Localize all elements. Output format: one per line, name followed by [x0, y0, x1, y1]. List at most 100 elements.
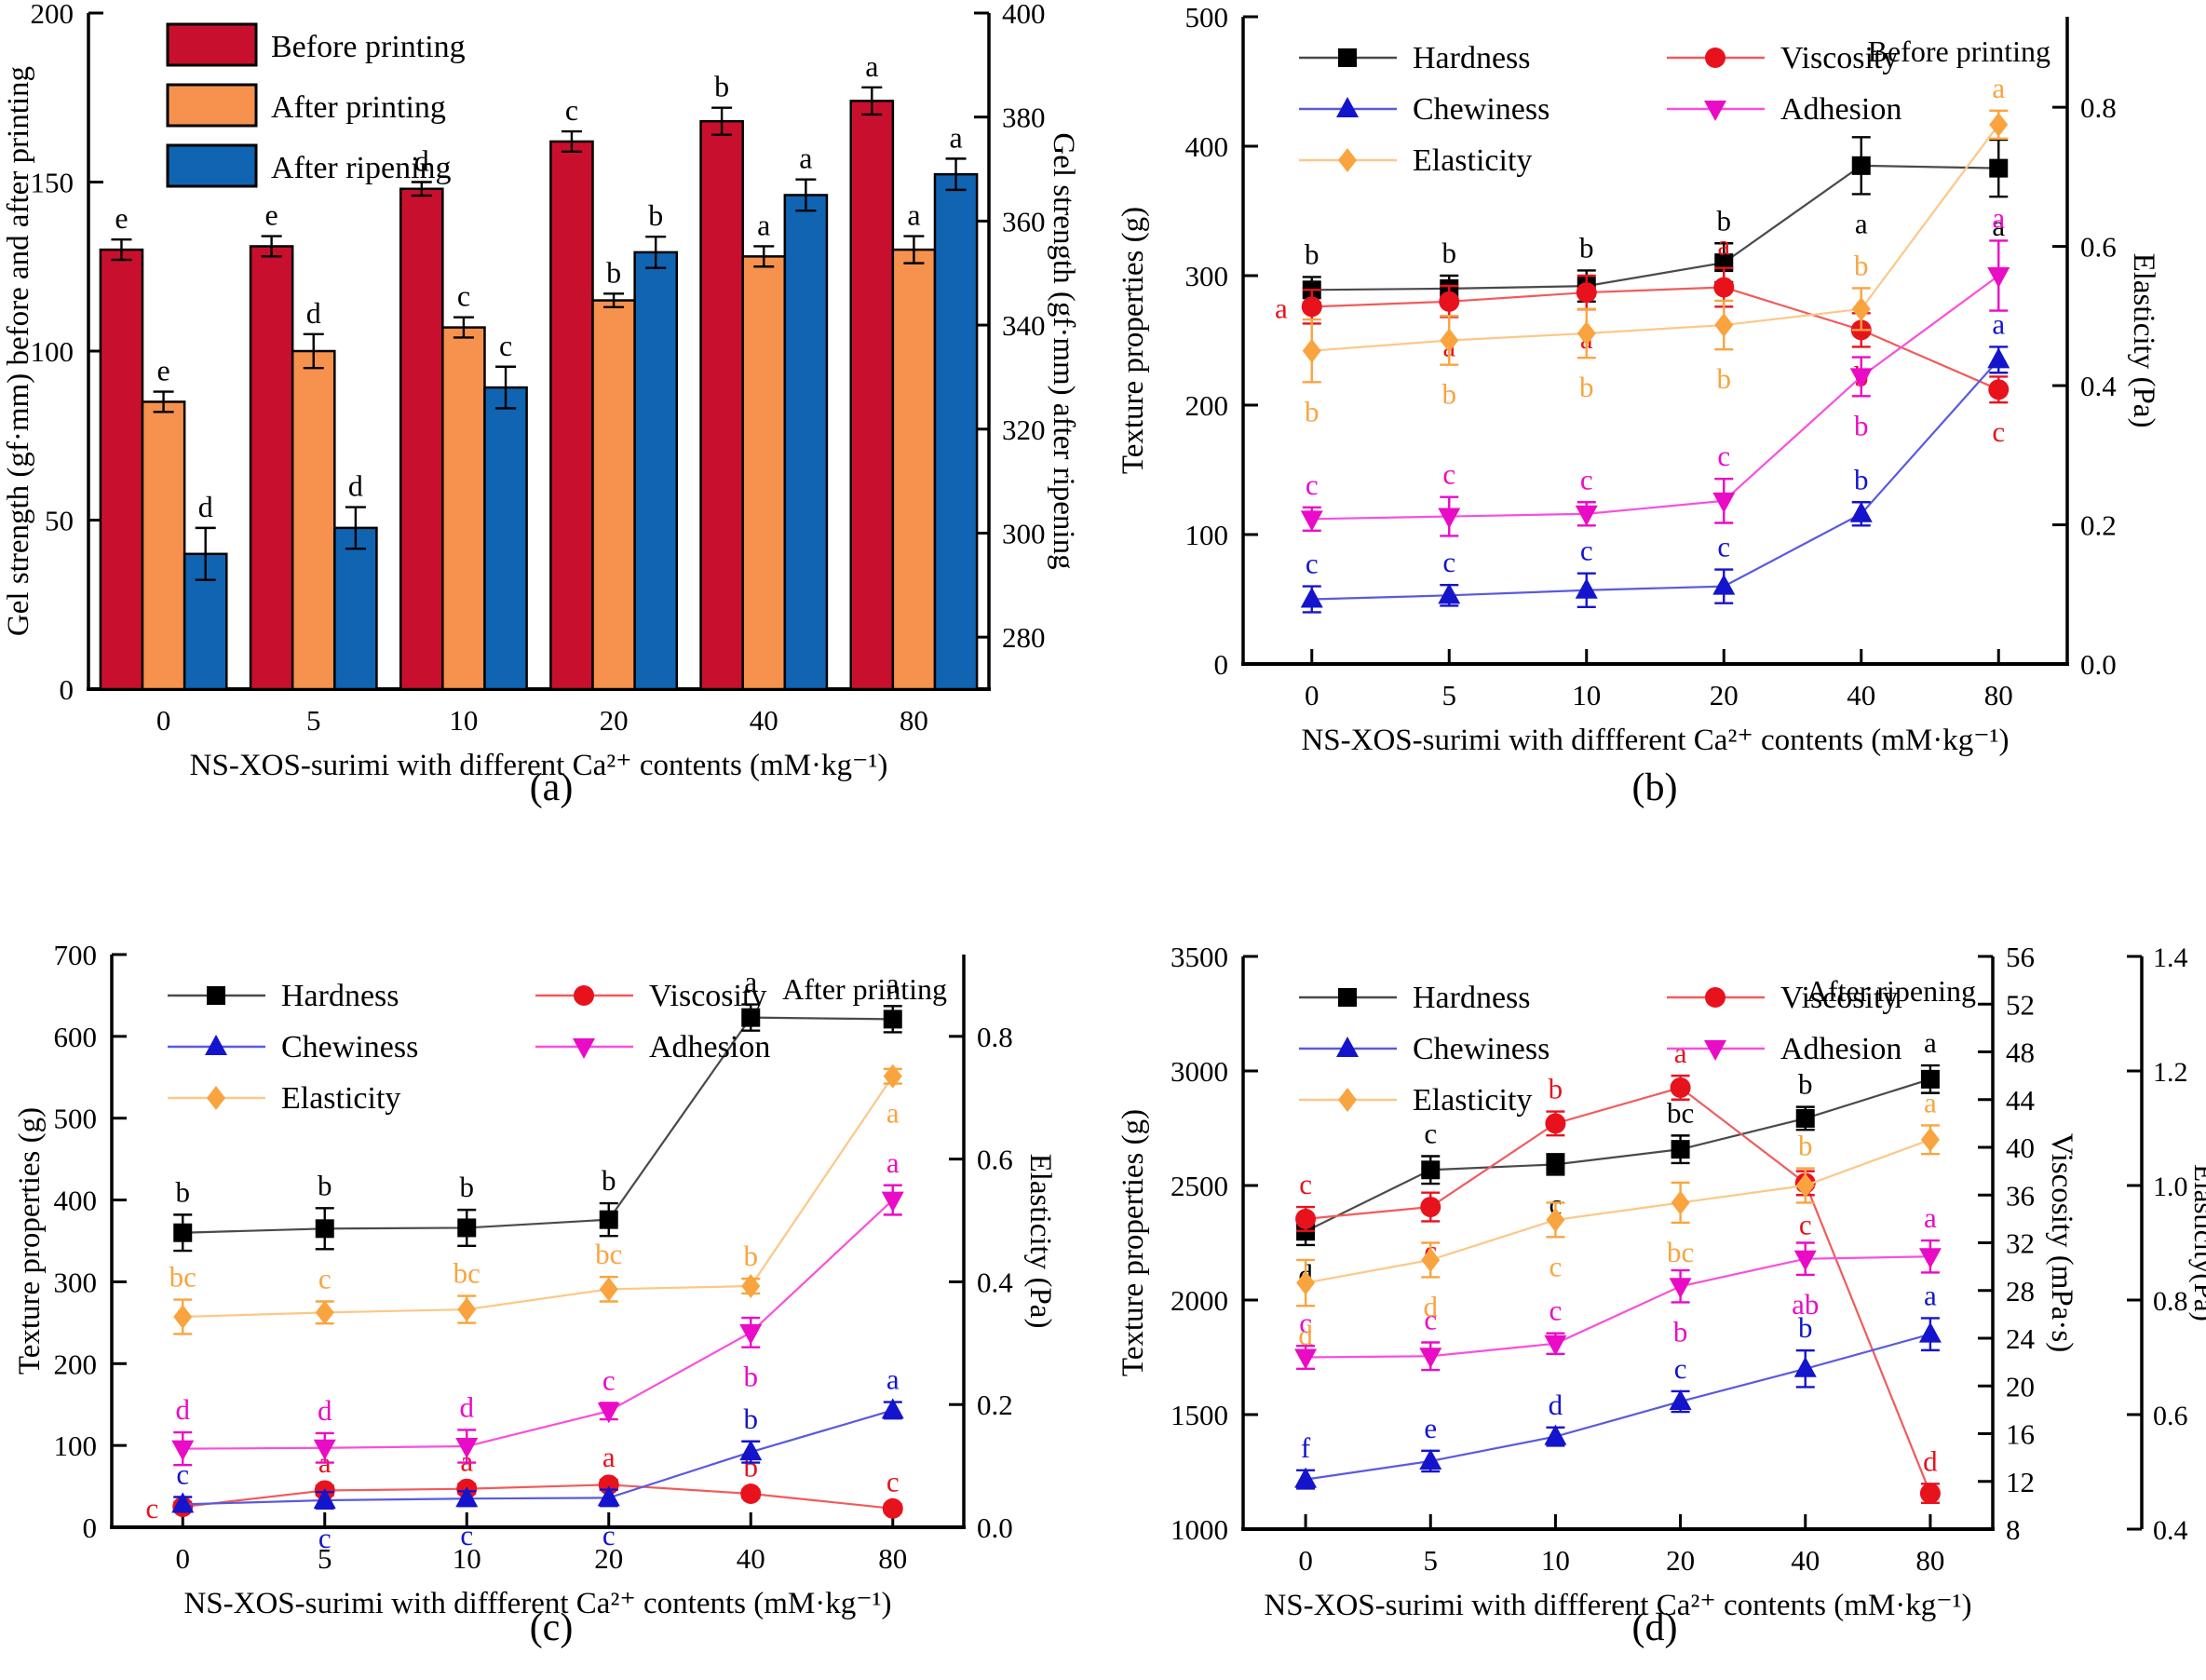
svg-text:40: 40: [1847, 679, 1875, 711]
sig-letter: a: [1275, 291, 1288, 324]
x-axis-title: NS-XOS-surimi with diffferent Ca²⁺ conte…: [183, 1587, 891, 1620]
svg-text:Hardness: Hardness: [281, 979, 399, 1013]
axes: 0 50 100 150 200 0 5 10 20 40 80 280 300 320 340 360 380…: [2, 0, 1080, 782]
svg-text:400: 400: [1002, 0, 1046, 30]
sig-letter: c: [1442, 458, 1455, 491]
sig-letter: c: [602, 1519, 616, 1551]
svg-text:40: 40: [2006, 1131, 2035, 1164]
panel-b-caption: (b): [1631, 766, 1678, 809]
svg-text:360: 360: [1002, 205, 1046, 237]
sig-letter: b: [606, 255, 621, 289]
bar: [291, 349, 336, 691]
y-axis-left-title: Texture properties (g): [1117, 1109, 1150, 1376]
series-chewiness: c c c c b a: [1300, 307, 2010, 614]
svg-text:1000: 1000: [1171, 1513, 1228, 1546]
bar: [141, 400, 186, 691]
sig-letter: a: [1992, 201, 2005, 234]
axes: 1000 1500 2000 2500 3000 3500 0 5 10 20 40 80 8 12 16 2…: [1117, 941, 2206, 1622]
sig-letter: d: [318, 1394, 332, 1427]
svg-text:0.2: 0.2: [977, 1389, 1013, 1421]
bar: [591, 299, 636, 691]
sig-letter: c: [1717, 440, 1730, 472]
legend: Hardness Viscosity Chewiness Adhesion Elasti…: [1299, 981, 1901, 1118]
sig-letter: b: [1854, 409, 1869, 441]
sig-letter: a: [1717, 229, 1730, 262]
bar: [891, 248, 937, 691]
sig-letter: a: [1924, 1026, 1937, 1059]
svg-text:20: 20: [1710, 679, 1739, 711]
sig-letter: b: [1305, 395, 1320, 427]
svg-text:32: 32: [2006, 1227, 2035, 1260]
sig-letter: c: [145, 1492, 158, 1524]
sig-letter: bc: [595, 1238, 622, 1270]
sig-letter: b: [460, 1171, 475, 1203]
svg-text:700: 700: [54, 939, 98, 971]
svg-text:300: 300: [1185, 260, 1229, 292]
svg-text:28: 28: [2006, 1275, 2035, 1307]
svg-text:0.4: 0.4: [2153, 1515, 2188, 1546]
series-adhesion: d d d c b a: [171, 1146, 904, 1467]
sig-letter: c: [499, 329, 512, 362]
sig-letter: b: [1717, 204, 1732, 237]
svg-text:10: 10: [453, 1542, 481, 1575]
svg-text:0.0: 0.0: [2080, 648, 2117, 681]
svg-text:12: 12: [2006, 1466, 2035, 1498]
series-hardness: dccbcba: [1296, 1026, 1940, 1291]
svg-text:Elasticity: Elasticity: [1413, 1083, 1532, 1118]
svg-text:36: 36: [2006, 1179, 2035, 1212]
sig-letter: e: [156, 354, 169, 387]
sig-letter: d: [1424, 1290, 1439, 1322]
svg-text:280: 280: [1002, 621, 1046, 654]
panel-annotation: After ripening: [1807, 974, 1976, 1008]
svg-text:Adhesion: Adhesion: [1780, 1032, 1901, 1066]
svg-text:500: 500: [1185, 1, 1229, 34]
bar: [483, 386, 528, 691]
svg-text:0.4: 0.4: [977, 1266, 1013, 1298]
sig-letter: e: [265, 198, 278, 232]
svg-text:48: 48: [2006, 1036, 2035, 1069]
svg-text:1500: 1500: [1171, 1399, 1228, 1431]
svg-text:Viscosity: Viscosity: [649, 979, 766, 1013]
sig-letter: a: [886, 967, 900, 999]
sig-letter: c: [1580, 463, 1593, 495]
sig-letter: bc: [1667, 1096, 1694, 1129]
panel-a-chart: 0 50 100 150 200 0 5 10 20 40 80 280 300 320 340 360 380…: [2, 0, 1080, 782]
svg-text:2500: 2500: [1171, 1170, 1228, 1202]
svg-text:340: 340: [1002, 309, 1046, 342]
sig-letter: e: [1424, 1412, 1437, 1444]
sig-letter: d: [306, 296, 321, 330]
svg-text:0.6: 0.6: [2080, 231, 2117, 264]
svg-text:5: 5: [1424, 1544, 1439, 1577]
series-chewiness: c c c c b a: [171, 1363, 904, 1554]
sig-letter: b: [1579, 371, 1594, 403]
sig-letter: b: [1798, 1130, 1813, 1162]
svg-text:150: 150: [31, 167, 74, 199]
svg-text:0: 0: [83, 1511, 98, 1544]
svg-text:80: 80: [900, 704, 928, 737]
sig-letter: a: [865, 49, 878, 83]
series-after-printing: e d c b a a: [141, 198, 937, 691]
svg-text:Adhesion: Adhesion: [1780, 92, 1901, 127]
y-axis-left-title: Texture properties (g): [1117, 207, 1150, 474]
svg-text:Hardness: Hardness: [1413, 981, 1531, 1015]
sig-letter: a: [1992, 307, 2005, 340]
svg-text:3500: 3500: [1171, 941, 1228, 973]
svg-text:0.6: 0.6: [977, 1144, 1013, 1176]
sig-letter: b: [602, 1164, 616, 1197]
x-axis-title: NS-XOS-surimi with different Ca²⁺ conten…: [190, 749, 888, 782]
sig-letter: a: [602, 1441, 616, 1473]
bar: [99, 248, 144, 691]
panel-c-chart: 0 100 200 300 400 500 600 700 0 5 10 20 40 80 0.0 0.2 0.…: [13, 939, 1057, 1620]
svg-text:Chewiness: Chewiness: [281, 1030, 418, 1064]
sig-letter: a: [744, 966, 757, 998]
svg-text:40: 40: [750, 704, 778, 737]
sig-letter: c: [602, 1363, 616, 1396]
sig-letter: b: [1854, 463, 1869, 495]
panel-d-caption: (d): [1631, 1606, 1678, 1649]
sig-letter: b: [1305, 237, 1320, 270]
y-axis-left-title: Texture properties (g): [13, 1107, 47, 1375]
